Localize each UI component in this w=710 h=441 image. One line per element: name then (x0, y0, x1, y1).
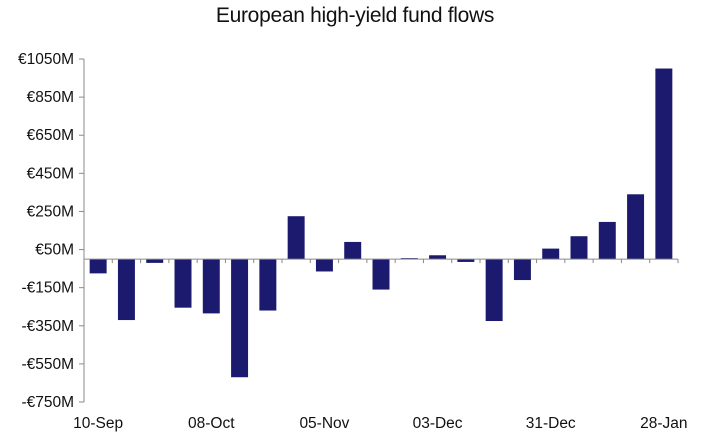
bar-21-Jan (627, 194, 645, 260)
bar-12-Nov (344, 241, 362, 260)
bar-15-Oct (231, 259, 249, 378)
bar-14-Jan (598, 221, 616, 260)
chart-title: European high-yield fund flows (215, 4, 495, 27)
x-tick-label: 10-Sep (73, 415, 123, 432)
bar-08-Oct (202, 259, 220, 314)
y-tick-label: -€150M (21, 280, 74, 297)
y-tick-label: €850M (27, 89, 74, 106)
y-tick-label: €450M (27, 165, 74, 182)
bar-19-Nov (372, 259, 390, 290)
y-tick-label: €250M (27, 203, 74, 220)
bar-29-Oct (287, 216, 305, 260)
x-tick-label: 31-Dec (526, 415, 576, 432)
y-tick-label: -€750M (21, 394, 74, 411)
y-tick-label: -€350M (21, 318, 74, 335)
y-axis: -€750M -€550M -€350M -€150M €50M €250M €450M €6… (18, 51, 85, 411)
bar-28-Jan (655, 68, 673, 260)
x-tick-label: 28-Jan (640, 415, 687, 432)
x-axis: 10-Sep 08-Oct 05-Nov 03-Dec 31-Dec 28-Jan (73, 258, 688, 432)
y-tick-label: -€550M (21, 356, 74, 373)
bar-01-Oct (174, 259, 192, 308)
bars (89, 68, 673, 378)
bar-03-Dec (429, 255, 447, 260)
x-tick-label: 05-Nov (299, 415, 349, 432)
bar-22-Oct (259, 259, 277, 311)
y-tick-label: €1050M (18, 51, 74, 68)
bar-17-Dec (485, 259, 503, 322)
y-tick-label: €50M (35, 242, 74, 259)
bar-31-Dec (542, 248, 560, 260)
bar-05-Nov (315, 259, 333, 272)
x-tick-label: 03-Dec (413, 415, 463, 432)
y-tick-label: €650M (27, 127, 74, 144)
x-tick-label: 08-Oct (188, 415, 235, 432)
bar-07-Jan (570, 236, 588, 260)
bar-24-Dec (513, 259, 531, 281)
bar-17-Sep (117, 259, 135, 321)
bar-10-Sep (89, 259, 107, 274)
bar-24-Sep (146, 259, 164, 263)
bar-10-Dec (457, 259, 475, 262)
